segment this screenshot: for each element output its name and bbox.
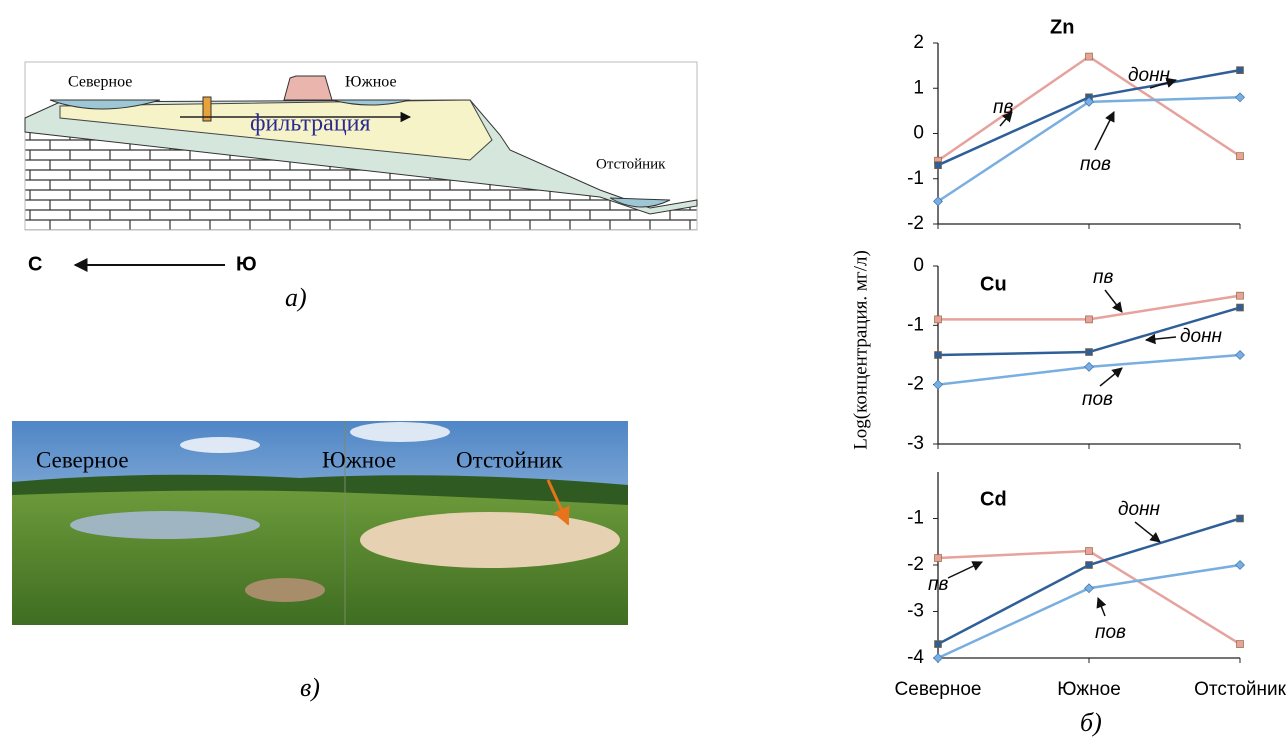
annotation: пов (1095, 622, 1126, 643)
y-tick-label: -2 (907, 374, 924, 395)
annotation-arrow (1098, 598, 1105, 616)
annotation: донн (1118, 499, 1161, 520)
marker (1086, 53, 1093, 60)
y-tick-label: -4 (907, 647, 924, 668)
caption: а) (285, 283, 307, 312)
diagram-label: Отстойник (596, 156, 666, 172)
diagram-label: фильтрация (250, 111, 371, 137)
marker (934, 654, 943, 663)
annotation-arrow (948, 562, 982, 578)
annotation-arrow (1095, 112, 1114, 150)
annotation-arrow (1146, 337, 1176, 340)
y-tick-label: 0 (913, 123, 924, 144)
marker (1085, 362, 1094, 371)
mound (284, 76, 332, 100)
annotation: пв (1093, 267, 1113, 288)
cloud (180, 437, 260, 453)
chart-title: Cu (980, 273, 1007, 295)
y-tick-label: 0 (913, 255, 924, 276)
marker (935, 352, 942, 359)
marker (934, 380, 943, 389)
charts: Log(концентрация. мг/л) б) 2 1 0 -1 -2 Zn пв до… (850, 16, 1286, 737)
y-tick-label: -1 (907, 314, 924, 335)
marker (1237, 292, 1244, 299)
photo-lake (70, 511, 260, 539)
cloud (350, 422, 450, 442)
marker (1236, 561, 1245, 570)
marker (1086, 562, 1093, 569)
y-tick-label: 2 (913, 32, 924, 53)
marker (935, 162, 942, 169)
series-line (938, 97, 1240, 201)
annotation-arrow (1105, 290, 1122, 312)
photo-sand (360, 512, 620, 568)
photo-rock (245, 578, 325, 602)
marker (935, 641, 942, 648)
marker (1237, 304, 1244, 311)
x-tick-label: Северное (895, 679, 982, 700)
annotation: пов (1080, 154, 1111, 175)
caption: б) (1080, 708, 1102, 737)
y-tick-label: -1 (907, 508, 924, 529)
y-tick-label: -2 (907, 213, 924, 234)
marker (1236, 351, 1245, 360)
figure: Северное Южное фильтрация Отстойник С Ю … (0, 0, 1288, 744)
chart-title: Zn (1050, 16, 1074, 38)
marker (935, 555, 942, 562)
y-tick-label: -3 (907, 601, 924, 622)
marker (1086, 349, 1093, 356)
annotation: донн (1180, 326, 1223, 347)
photo-label: Южное (322, 447, 396, 472)
x-tick-label: Южное (1057, 679, 1121, 700)
direction-label: С (28, 253, 42, 275)
marker (1237, 515, 1244, 522)
diagram-label: Северное (68, 74, 132, 91)
series-line (938, 519, 1240, 645)
marker (935, 316, 942, 323)
y-tick-label: -3 (907, 433, 924, 454)
marker (1086, 548, 1093, 555)
series-line (938, 70, 1240, 165)
caption: в) (300, 673, 320, 702)
marker (1237, 153, 1244, 160)
y-tick-label: -1 (907, 168, 924, 189)
y-tick-label: -2 (907, 554, 924, 575)
marker (1237, 67, 1244, 74)
diagram-label: Южное (345, 74, 397, 91)
direction-label: Ю (236, 253, 257, 275)
annotation: пв (928, 574, 948, 595)
annotation-arrow (1135, 522, 1160, 542)
chart-title: Cd (980, 488, 1007, 510)
annotation: пов (1082, 389, 1113, 410)
photo: Северное Южное Отстойник в) (12, 421, 628, 702)
diagram: Северное Южное фильтрация Отстойник С Ю … (25, 62, 697, 312)
y-axis-label: Log(концентрация. мг/л) (850, 250, 871, 450)
photo-label: Отстойник (456, 447, 563, 472)
y-tick-label: 1 (913, 77, 924, 98)
marker (1086, 316, 1093, 323)
marker (1237, 641, 1244, 648)
marker (1236, 93, 1245, 102)
series-line (938, 565, 1240, 658)
photo-label: Северное (36, 447, 129, 472)
x-tick-label: Отстойник (1194, 679, 1287, 700)
marker (1085, 584, 1094, 593)
annotation-arrow (1100, 368, 1122, 386)
